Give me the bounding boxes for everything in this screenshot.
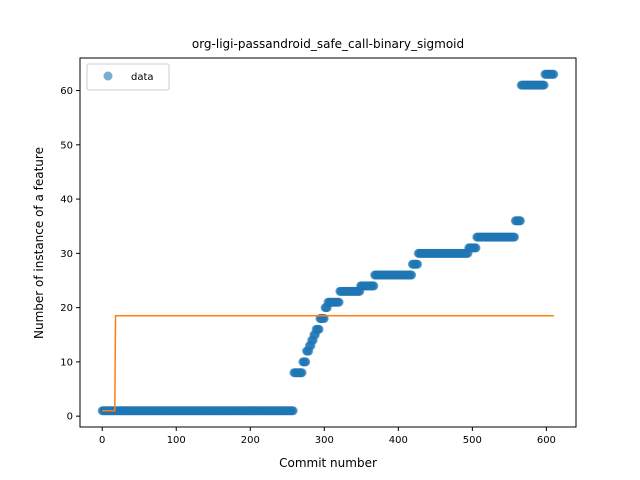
x-tick-label: 500 <box>463 435 482 446</box>
axes-frame <box>79 57 577 428</box>
data-point <box>515 216 525 226</box>
legend-box <box>86 63 170 91</box>
data-point <box>510 232 520 242</box>
y-axis-title: Number of instance of a feature <box>32 147 46 339</box>
x-tick-label: 200 <box>241 435 260 446</box>
plot-area <box>97 69 559 416</box>
x-axis-title: Commit number <box>279 456 377 470</box>
x-tick-label: 600 <box>537 435 556 446</box>
data-point <box>314 324 324 334</box>
x-tick-label: 400 <box>389 435 408 446</box>
data-point <box>549 69 559 79</box>
y-tick-label: 40 <box>60 195 73 206</box>
x-tick-label: 100 <box>167 435 186 446</box>
y-tick-label: 20 <box>60 303 73 314</box>
data-point <box>288 406 298 416</box>
data-point <box>413 259 423 269</box>
y-tick-label: 50 <box>60 140 73 151</box>
data-point <box>334 297 344 307</box>
fit-line <box>102 315 554 412</box>
data-point <box>297 368 307 378</box>
data-point <box>369 281 379 291</box>
x-tick-label: 300 <box>315 435 334 446</box>
y-tick-label: 60 <box>60 86 73 97</box>
legend-marker-data <box>103 71 113 81</box>
data-point <box>539 80 549 90</box>
y-tick-label: 10 <box>60 357 73 368</box>
data-point <box>471 243 481 253</box>
data-point <box>301 357 311 367</box>
y-tick-label: 0 <box>67 412 73 423</box>
x-tick-label: 0 <box>99 435 105 446</box>
chart-title: org-ligi-passandroid_safe_call-binary_si… <box>192 37 464 51</box>
legend: data <box>86 63 170 91</box>
y-tick-label: 30 <box>60 249 73 260</box>
data-point <box>407 270 417 280</box>
axes: 0 100 200 300 400 500 600 0 10 20 30 40 50 60 <box>60 57 577 446</box>
legend-label-data: data <box>131 72 154 83</box>
